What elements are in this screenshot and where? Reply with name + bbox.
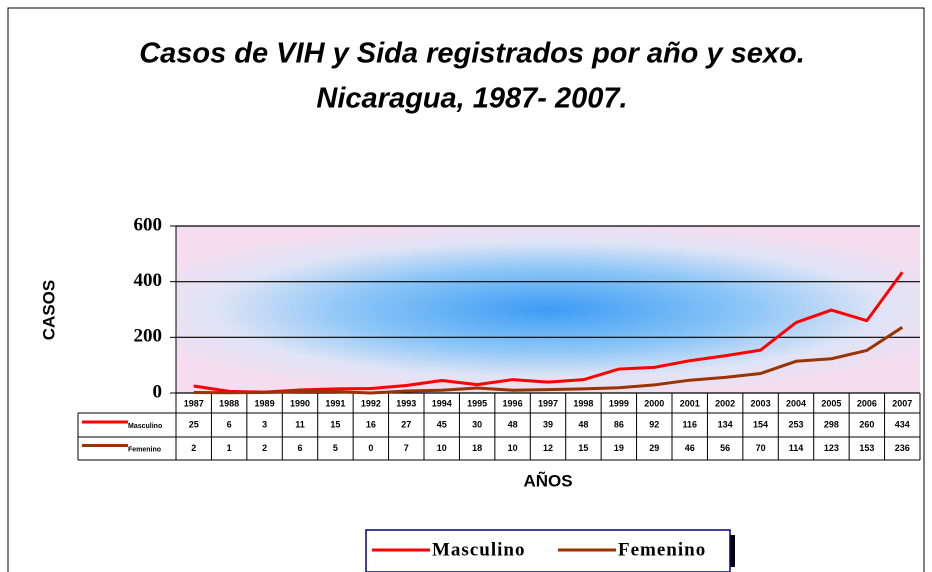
x-tick-label: 1991 [325,398,345,408]
table-cell: 15 [330,419,340,429]
table-cell: 10 [508,443,518,453]
table-cell: 56 [720,443,730,453]
table-cell: 153 [859,443,874,453]
x-tick-label: 2002 [715,398,735,408]
table-series-name: Masculino [128,423,162,430]
x-tick-label: 1987 [184,398,204,408]
series-line [193,271,904,394]
chart-title: Nicaragua, 1987- 2007. [316,83,627,115]
legend-label: Masculino [432,539,525,560]
y-tick-label: 400 [134,270,163,291]
table-cell: 45 [437,419,447,429]
x-tick-label: 1999 [609,398,629,408]
legend [365,529,731,572]
table-cell: 116 [682,419,697,429]
table-cell: 1 [227,443,232,453]
y-axis-label: CASOS [39,280,58,340]
x-tick-label: 2005 [821,398,841,408]
table-cell: 48 [578,419,588,429]
table-cell: 10 [437,443,447,453]
y-tick-label: 600 [134,214,163,235]
table-cell: 11 [295,419,305,429]
table-cell: 86 [614,419,624,429]
y-tick-label: 0 [153,381,163,402]
table-cell: 2 [262,443,267,453]
x-tick-label: 1989 [255,398,275,408]
table-cell: 434 [895,419,910,429]
table-cell: 0 [368,443,373,453]
table-cell: 123 [824,443,839,453]
table-series-name: Femenino [128,446,161,453]
table-cell: 12 [543,443,553,453]
series-line [193,326,904,395]
table-cell: 134 [718,419,733,429]
x-tick-label: 1992 [361,398,381,408]
table-cell: 298 [824,419,839,429]
table-cell: 30 [472,419,482,429]
table-cell: 48 [508,419,518,429]
table-cell: 253 [788,419,803,429]
table-cell: 6 [227,419,232,429]
x-tick-label: 1996 [503,398,523,408]
table-cell: 46 [685,443,695,453]
table-cell: 70 [756,443,766,453]
legend-label: Femenino [618,539,706,560]
chart-title: Casos de VIH y Sida registrados por año … [139,38,805,70]
table-cell: 5 [333,443,338,453]
table-cell: 236 [895,443,910,453]
x-tick-label: 1993 [396,398,416,408]
x-tick-label: 2000 [644,398,664,408]
x-tick-label: 2001 [680,398,700,408]
table-cell: 154 [753,419,768,429]
table-cell: 39 [543,419,553,429]
x-tick-label: 1990 [290,398,310,408]
x-tick-label: 2006 [857,398,877,408]
table-cell: 25 [189,419,199,429]
x-tick-label: 2007 [892,398,912,408]
x-axis-label: AÑOS [523,470,572,490]
x-tick-label: 1995 [467,398,487,408]
table-cell: 6 [297,443,302,453]
table-cell: 7 [404,443,409,453]
table-cell: 92 [649,419,659,429]
table-cell: 114 [789,443,804,453]
y-tick-label: 200 [134,326,163,347]
table-cell: 16 [366,419,376,429]
plot-area [176,226,920,393]
table-cell: 27 [401,419,411,429]
x-tick-label: 2004 [786,398,806,408]
table-cell: 3 [262,419,267,429]
table-cell: 29 [649,443,659,453]
x-tick-label: 1994 [432,398,452,408]
x-tick-label: 1997 [538,398,558,408]
table-cell: 15 [578,443,588,453]
x-tick-label: 1988 [219,398,239,408]
x-tick-label: 1998 [573,398,593,408]
table-cell: 18 [472,443,482,453]
x-tick-label: 2003 [751,398,771,408]
table-cell: 19 [614,443,624,453]
table-cell: 2 [191,443,196,453]
table-cell: 260 [859,419,874,429]
